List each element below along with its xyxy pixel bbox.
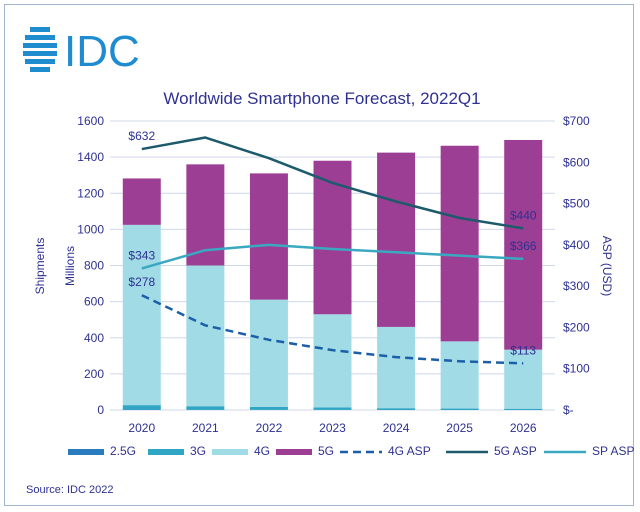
y-tick-label-right: $400 bbox=[563, 238, 590, 252]
bar-4g-2023 bbox=[313, 314, 352, 408]
y-tick-label-right: $600 bbox=[563, 155, 590, 169]
y-axis-label-right: ASP (USD) bbox=[600, 236, 614, 296]
y-tick-label-right: $200 bbox=[563, 320, 590, 334]
data-label: $366 bbox=[510, 239, 537, 253]
bar-3g-2025 bbox=[440, 408, 479, 410]
bar-3g-2021 bbox=[186, 406, 225, 410]
y-tick-label-left: 0 bbox=[97, 403, 104, 417]
x-tick-label: 2024 bbox=[383, 421, 410, 435]
idc-logo: IDC bbox=[23, 27, 140, 76]
line-4g-asp bbox=[141, 294, 524, 365]
bar-5g-2020 bbox=[122, 178, 161, 225]
bars bbox=[122, 139, 543, 410]
y-tick-label-left: 1600 bbox=[77, 114, 104, 128]
legend-3g-label: 3G bbox=[190, 444, 206, 458]
y-tick-label-left: 600 bbox=[84, 295, 104, 309]
x-axis-ticks: 2020 2021 2022 2023 2024 2025 2026 bbox=[128, 421, 536, 435]
logo-text: IDC bbox=[64, 27, 140, 76]
asp-lines bbox=[141, 136, 524, 365]
legend-5g-asp-label: 5G ASP bbox=[494, 444, 537, 458]
bar-5g-2022 bbox=[249, 173, 288, 300]
legend: 2.5G 3G 4G 5G 4G ASP 5G ASP SP ASP bbox=[68, 444, 634, 458]
bar-3g-2022 bbox=[249, 406, 288, 410]
chart-frame bbox=[4, 4, 634, 506]
y-tick-label-left: 1400 bbox=[77, 150, 104, 164]
y-tick-label-left: 1200 bbox=[77, 186, 104, 200]
bar-4g-2021 bbox=[186, 265, 225, 407]
legend-3g-swatch bbox=[148, 449, 184, 455]
bar-3g-2026 bbox=[504, 408, 543, 410]
x-tick-label: 2020 bbox=[128, 421, 155, 435]
line-5g-asp bbox=[141, 136, 524, 230]
legend-5g-label: 5G bbox=[318, 444, 334, 458]
bar-4g-2025 bbox=[440, 341, 479, 409]
y-tick-label-left: 200 bbox=[84, 367, 104, 381]
bar-3g-2023 bbox=[313, 407, 352, 410]
source-note: Source: IDC 2022 bbox=[26, 484, 113, 496]
value-annotations: $632 $343 $278 $440 $366 $113 bbox=[128, 129, 536, 357]
right-axis-ticks: $- $100 $200 $300 $400 $500 $600 $700 bbox=[563, 114, 590, 417]
data-label: $113 bbox=[510, 343, 536, 357]
y-tick-label-right: $- bbox=[563, 403, 574, 417]
x-tick-label: 2022 bbox=[256, 421, 283, 435]
y-tick-label-right: $700 bbox=[563, 114, 590, 128]
y-tick-label-right: $300 bbox=[563, 279, 590, 293]
data-label: $278 bbox=[128, 275, 155, 289]
data-label: $632 bbox=[128, 129, 155, 143]
y-axis-label-left-2: Millions bbox=[63, 246, 77, 286]
bar-5g-2025 bbox=[440, 145, 479, 342]
x-tick-label: 2025 bbox=[446, 421, 473, 435]
legend-4g-asp-label: 4G ASP bbox=[388, 444, 431, 458]
y-tick-label-left: 1000 bbox=[77, 222, 104, 236]
data-label: $440 bbox=[510, 208, 537, 222]
bar-5g-2024 bbox=[377, 152, 416, 327]
line-sp-asp bbox=[141, 243, 524, 270]
gridlines bbox=[110, 120, 555, 411]
y-tick-label-left: 800 bbox=[84, 259, 104, 273]
bar-4g-2026 bbox=[504, 349, 543, 409]
legend-sp-asp-label: SP ASP bbox=[592, 444, 634, 458]
x-tick-label: 2023 bbox=[319, 421, 346, 435]
y-axis-label-left-1: Shipments bbox=[33, 238, 47, 295]
legend-2-5g-label: 2.5G bbox=[110, 444, 136, 458]
chart-title: Worldwide Smartphone Forecast, 2022Q1 bbox=[163, 89, 480, 108]
bar-3g-2020 bbox=[122, 405, 161, 410]
bar-4g-2020 bbox=[122, 224, 161, 406]
y-tick-label-left: 400 bbox=[84, 331, 104, 345]
bar-4g-2022 bbox=[249, 299, 288, 407]
bar-4g-2024 bbox=[377, 326, 416, 409]
legend-4g-label: 4G bbox=[254, 444, 270, 458]
left-axis-ticks: 0 200 400 600 800 1000 1200 1400 1600 bbox=[77, 114, 104, 417]
globe-icon bbox=[23, 27, 57, 72]
legend-2-5g-swatch bbox=[68, 449, 104, 455]
data-label: $343 bbox=[128, 248, 155, 262]
y-tick-label-right: $500 bbox=[563, 197, 590, 211]
bar-3g-2024 bbox=[377, 408, 416, 410]
x-tick-label: 2021 bbox=[192, 421, 219, 435]
legend-5g-swatch bbox=[276, 449, 312, 455]
y-tick-label-right: $100 bbox=[563, 362, 590, 376]
x-tick-label: 2026 bbox=[510, 421, 537, 435]
legend-4g-swatch bbox=[212, 449, 248, 455]
bar-5g-2026 bbox=[504, 139, 543, 350]
